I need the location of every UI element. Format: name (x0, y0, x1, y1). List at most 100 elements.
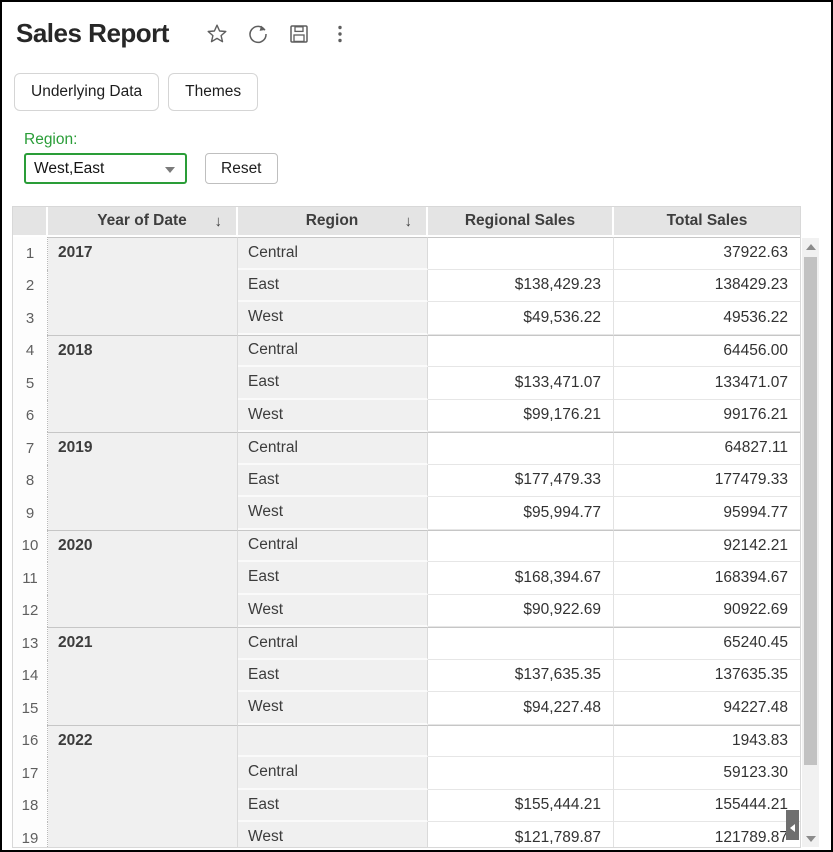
page-title: Sales Report (16, 18, 169, 48)
table-header-row: Year of Date ↓ Region ↓ Regional Sales T… (13, 207, 800, 237)
column-header-region[interactable]: Region ↓ (238, 207, 428, 237)
table-row: 7 2019 Central 64827.11 (13, 432, 800, 530)
row-number-cell: 14 (13, 659, 48, 692)
regional-sales-cell[interactable] (428, 724, 614, 757)
region-cell[interactable]: East (238, 789, 428, 822)
more-options-icon[interactable] (328, 22, 352, 46)
column-header-label: Regional Sales (464, 212, 576, 229)
table-row: 6 West $99,176.21 99176.21 (13, 399, 800, 432)
region-cell[interactable]: West (238, 302, 428, 335)
row-number-cell: 9 (13, 497, 48, 530)
regional-sales-cell[interactable]: $121,789.87 (428, 822, 614, 847)
year-cell[interactable]: 2018 (48, 334, 238, 432)
column-header-year[interactable]: Year of Date ↓ (48, 207, 238, 237)
year-cell[interactable]: 2020 (48, 529, 238, 627)
row-number-cell: 12 (13, 594, 48, 627)
year-cell[interactable]: 2021 (48, 627, 238, 725)
year-cell[interactable]: 2019 (48, 432, 238, 530)
sort-desc-icon[interactable]: ↓ (214, 213, 223, 230)
reset-button[interactable]: Reset (205, 153, 278, 184)
total-sales-cell[interactable]: 64827.11 (614, 432, 800, 465)
total-sales-cell[interactable]: 177479.33 (614, 464, 800, 497)
vertical-scrollbar-thumb[interactable] (804, 257, 817, 765)
regional-sales-cell[interactable]: $94,227.48 (428, 692, 614, 725)
column-header-regional-sales[interactable]: Regional Sales (428, 207, 614, 237)
underlying-data-button[interactable]: Underlying Data (14, 73, 160, 111)
year-cell[interactable]: 2022 (48, 724, 238, 847)
regional-sales-cell[interactable] (428, 334, 614, 367)
region-cell[interactable]: Central (238, 237, 428, 270)
row-number-cell: 1 (13, 237, 48, 270)
total-sales-cell[interactable]: 95994.77 (614, 497, 800, 530)
total-sales-cell[interactable]: 155444.21 (614, 789, 800, 822)
total-sales-cell[interactable]: 137635.35 (614, 659, 800, 692)
total-sales-cell[interactable]: 90922.69 (614, 594, 800, 627)
title-icons (205, 22, 352, 46)
vertical-scrollbar[interactable] (802, 238, 819, 847)
total-sales-cell[interactable]: 1943.83 (614, 724, 800, 757)
save-icon[interactable] (287, 22, 311, 46)
total-sales-cell[interactable]: 65240.45 (614, 627, 800, 660)
table-row: 17 Central 59123.30 (13, 757, 800, 790)
region-cell[interactable]: West (238, 692, 428, 725)
table-row: 11 East $168,394.67 168394.67 (13, 562, 800, 595)
region-cell[interactable] (238, 724, 428, 757)
region-cell[interactable]: East (238, 562, 428, 595)
table-row: 1 2017 Central 37922.63 (13, 237, 800, 335)
scroll-up-button[interactable] (802, 238, 819, 255)
regional-sales-cell[interactable]: $137,635.35 (428, 659, 614, 692)
regional-sales-cell[interactable]: $168,394.67 (428, 562, 614, 595)
regional-sales-cell[interactable]: $177,479.33 (428, 464, 614, 497)
region-cell[interactable]: Central (238, 757, 428, 790)
region-cell[interactable]: Central (238, 432, 428, 465)
region-cell[interactable]: East (238, 269, 428, 302)
total-sales-cell[interactable]: 94227.48 (614, 692, 800, 725)
regional-sales-cell[interactable]: $49,536.22 (428, 302, 614, 335)
total-sales-cell[interactable]: 37922.63 (614, 237, 800, 270)
total-sales-cell[interactable]: 92142.21 (614, 529, 800, 562)
regional-sales-cell[interactable]: $99,176.21 (428, 399, 614, 432)
total-sales-cell[interactable]: 121789.87 (614, 822, 800, 847)
region-cell[interactable]: West (238, 399, 428, 432)
total-sales-cell[interactable]: 59123.30 (614, 757, 800, 790)
favorite-star-icon[interactable] (205, 22, 229, 46)
region-filter-dropdown[interactable]: West,East (24, 153, 187, 184)
regional-sales-cell[interactable] (428, 757, 614, 790)
region-cell[interactable]: Central (238, 627, 428, 660)
regional-sales-cell[interactable] (428, 627, 614, 660)
regional-sales-cell[interactable]: $95,994.77 (428, 497, 614, 530)
regional-sales-cell[interactable]: $133,471.07 (428, 367, 614, 400)
refresh-icon[interactable] (246, 22, 270, 46)
regional-sales-cell[interactable] (428, 529, 614, 562)
themes-button[interactable]: Themes (168, 73, 259, 111)
regional-sales-cell[interactable] (428, 237, 614, 270)
total-sales-cell[interactable]: 138429.23 (614, 269, 800, 302)
scroll-down-button[interactable] (802, 830, 819, 847)
arrow-up-icon (805, 243, 816, 250)
region-cell[interactable]: East (238, 659, 428, 692)
region-cell[interactable]: West (238, 594, 428, 627)
column-header-total-sales[interactable]: Total Sales (614, 207, 800, 237)
total-sales-cell[interactable]: 99176.21 (614, 399, 800, 432)
region-cell[interactable]: West (238, 497, 428, 530)
region-cell[interactable]: East (238, 367, 428, 400)
total-sales-cell[interactable]: 133471.07 (614, 367, 800, 400)
region-cell[interactable]: West (238, 822, 428, 847)
regional-sales-cell[interactable]: $90,922.69 (428, 594, 614, 627)
row-number-cell: 7 (13, 432, 48, 465)
regional-sales-cell[interactable]: $138,429.23 (428, 269, 614, 302)
total-sales-cell[interactable]: 168394.67 (614, 562, 800, 595)
region-cell[interactable]: Central (238, 529, 428, 562)
sales-table: Year of Date ↓ Region ↓ Regional Sales T… (12, 206, 801, 848)
total-sales-cell[interactable]: 64456.00 (614, 334, 800, 367)
region-cell[interactable]: Central (238, 334, 428, 367)
row-number-cell: 3 (13, 302, 48, 335)
year-cell[interactable]: 2017 (48, 237, 238, 335)
sort-desc-icon[interactable]: ↓ (404, 213, 413, 230)
region-cell[interactable]: East (238, 464, 428, 497)
scroll-left-button[interactable] (786, 810, 799, 840)
regional-sales-cell[interactable] (428, 432, 614, 465)
total-sales-cell[interactable]: 49536.22 (614, 302, 800, 335)
regional-sales-cell[interactable]: $155,444.21 (428, 789, 614, 822)
